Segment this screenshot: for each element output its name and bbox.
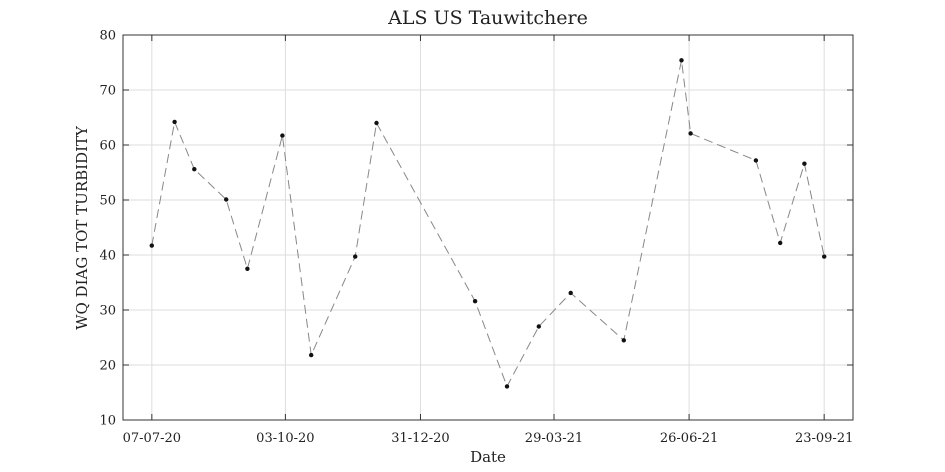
x-tick-label: 31-12-20	[391, 431, 449, 446]
y-tick-label: 20	[99, 359, 116, 374]
data-series	[149, 58, 827, 389]
data-point	[536, 324, 541, 329]
data-point	[778, 240, 783, 246]
grid-lines	[123, 34, 853, 421]
plot-frame	[122, 34, 854, 421]
series-line	[151, 60, 825, 388]
y-tick-label: 50	[99, 194, 116, 209]
x-tick-label: 23-09-21	[795, 431, 853, 446]
data-point	[621, 338, 626, 343]
data-point	[224, 197, 229, 202]
data-point	[149, 243, 154, 248]
x-tick-label: 03-10-20	[256, 431, 314, 446]
y-axis-label: WQ DIAG TOT TURBIDITY	[73, 125, 91, 330]
data-point	[753, 158, 759, 163]
x-axis-label: Date	[470, 448, 506, 466]
data-point	[688, 131, 693, 136]
y-tick-label: 70	[99, 84, 116, 99]
data-point	[802, 161, 807, 166]
data-point	[172, 119, 177, 125]
x-tick-label: 07-07-20	[123, 431, 181, 446]
y-tick-label: 10	[99, 414, 116, 429]
chart-title: ALS US Tauwitchere	[387, 7, 588, 29]
data-point	[280, 133, 285, 138]
x-tick-label: 29-03-21	[525, 431, 583, 446]
data-point	[192, 167, 197, 172]
data-point	[309, 352, 314, 358]
y-tick-label: 80	[99, 29, 116, 44]
data-point	[504, 384, 510, 389]
y-tick-label: 40	[99, 249, 116, 264]
data-point	[472, 299, 478, 304]
data-point	[374, 120, 379, 126]
y-tick-label: 60	[99, 139, 116, 154]
data-point	[353, 254, 358, 259]
data-point	[822, 254, 827, 259]
data-point	[679, 58, 684, 63]
data-point	[245, 266, 250, 271]
y-tick-label: 30	[99, 304, 116, 319]
x-tick-label: 26-06-21	[660, 431, 718, 446]
data-point	[568, 290, 573, 296]
axis-ticks: 10 20 30 40 50 60 70 80 07-07-20 03-10-20 31-12-20…	[99, 29, 853, 447]
